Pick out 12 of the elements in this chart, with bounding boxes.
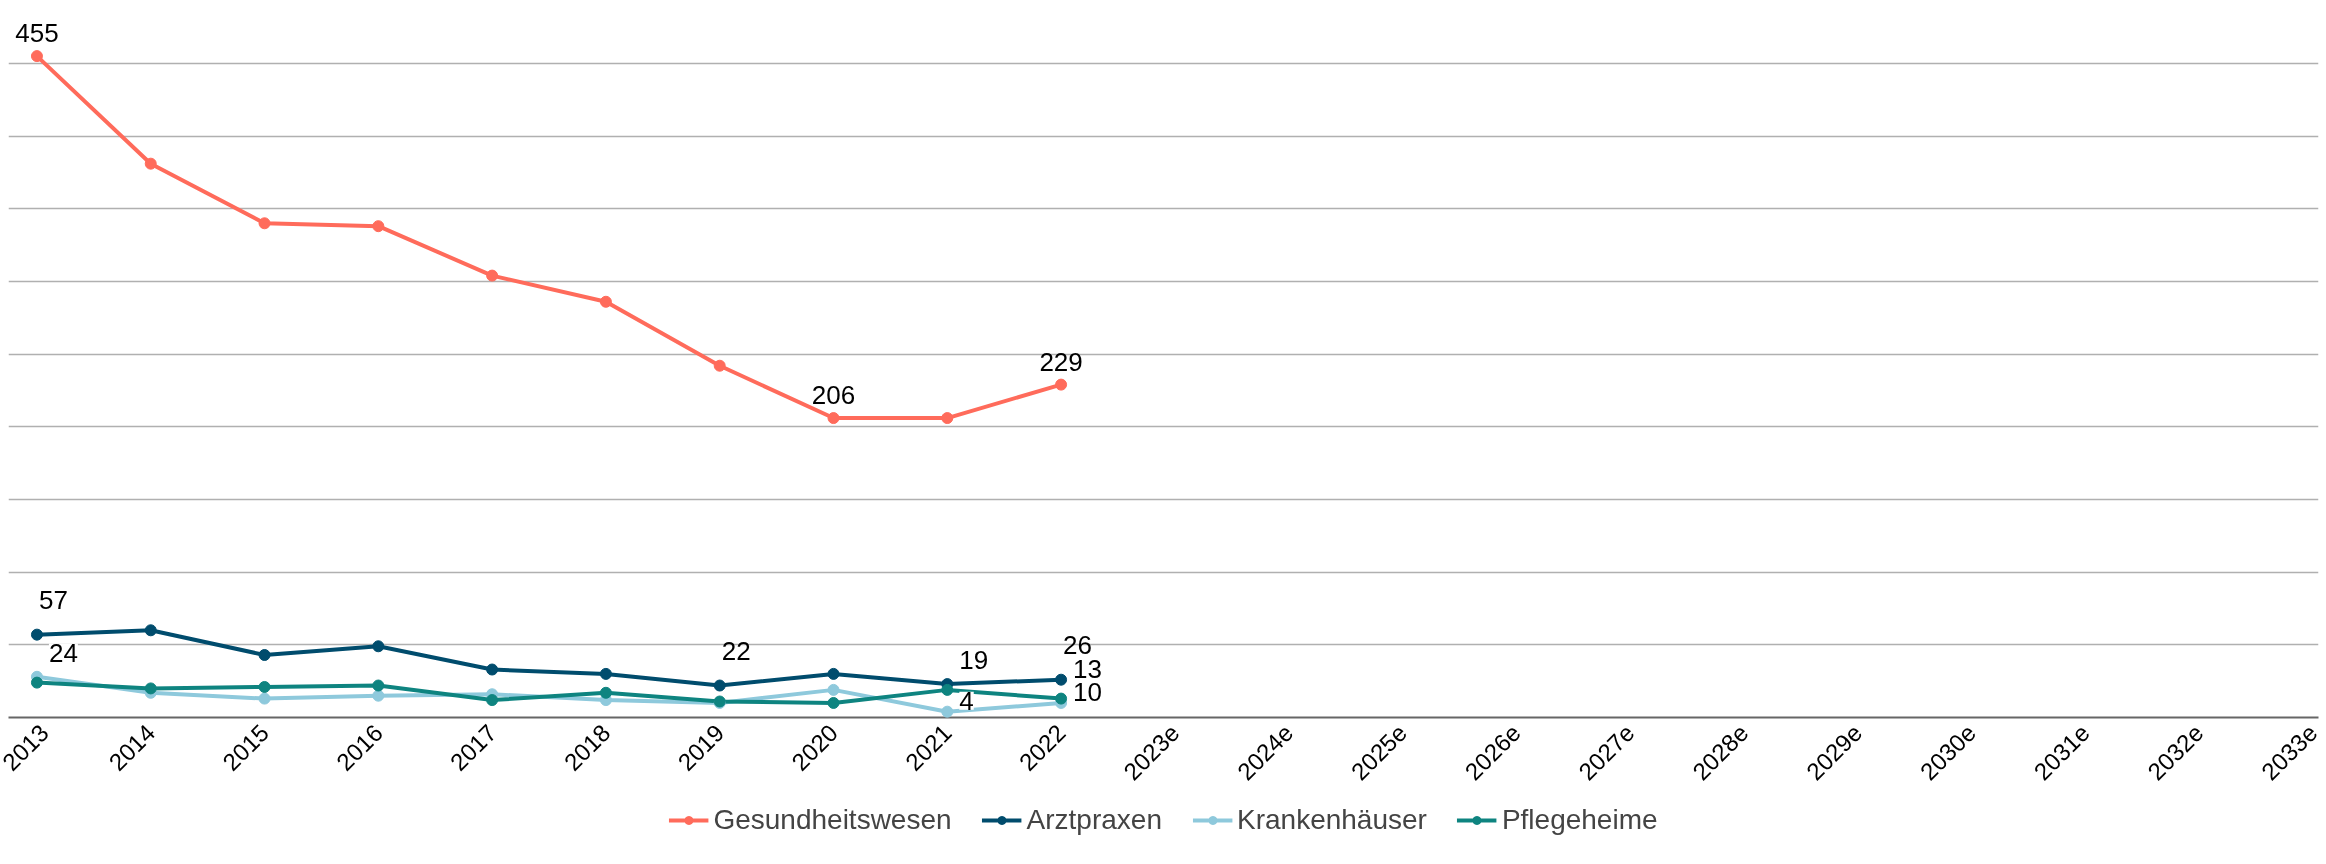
- legend-label: Gesundheitswesen: [713, 804, 952, 836]
- legend-label: Pflegeheime: [1501, 804, 1658, 836]
- data-label: 455: [15, 18, 59, 49]
- data-label: 229: [1039, 346, 1083, 377]
- data-label: 4: [959, 685, 974, 716]
- data-label: 19: [959, 644, 989, 675]
- data-label: 206: [811, 380, 856, 411]
- data-label: 24: [48, 637, 78, 668]
- legend-label: Arztpraxen: [1026, 804, 1162, 836]
- data-label: 22: [721, 635, 751, 666]
- data-label: 57: [38, 584, 68, 615]
- legend-label: Krankenhäuser: [1237, 804, 1427, 836]
